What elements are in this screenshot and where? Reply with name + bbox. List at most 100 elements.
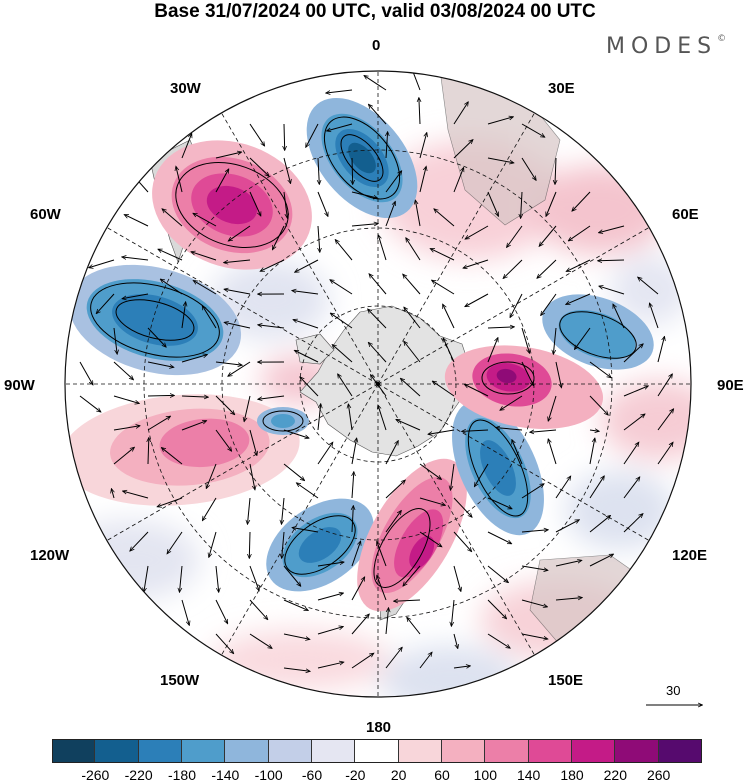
colorbar-segment — [182, 739, 226, 763]
wind-arrow — [403, 565, 421, 586]
wind-arrow — [122, 293, 149, 299]
colorbar-label: 20 — [390, 767, 407, 783]
wind-arrow — [385, 441, 398, 465]
wind-arrow — [158, 249, 183, 261]
wind-arrow — [507, 225, 523, 247]
wind-arrow — [419, 653, 432, 669]
wind-arrow — [555, 560, 581, 567]
wind-arrow — [465, 385, 489, 397]
anomaly-negative-weak — [65, 520, 200, 600]
colorbar-segment — [268, 739, 312, 763]
anomaly-negative-weak — [565, 470, 675, 550]
colorbar-label: 140 — [516, 767, 541, 783]
colorbar — [52, 739, 702, 763]
anomaly-center-positive-90e — [444, 345, 604, 429]
wind-arrow — [181, 302, 186, 329]
wind-arrow — [487, 633, 510, 648]
colorbar-segment — [138, 739, 182, 763]
colorbar-label: -140 — [211, 767, 240, 783]
anomaly-center-positive-100w — [65, 394, 300, 506]
wind-arrow — [650, 303, 659, 329]
wind-arrow — [79, 395, 101, 412]
lon-label-90w: 90W — [4, 377, 35, 394]
anomaly-center-negative-0 — [306, 97, 418, 219]
wind-arrow — [475, 463, 489, 486]
south-pole-marker — [376, 382, 380, 386]
wind-arrow — [385, 171, 402, 193]
wind-arrow — [657, 443, 673, 465]
lon-label-30w: 30W — [170, 80, 201, 97]
lon-label-60e: 60E — [672, 206, 699, 223]
wind-arrow — [462, 430, 489, 431]
wind-arrow — [546, 191, 557, 216]
wind-arrow — [521, 633, 548, 639]
wind-arrow — [147, 361, 174, 367]
wind-arrow — [224, 259, 251, 263]
map-title: Base 31/07/2024 00 UTC, valid 03/08/2024… — [154, 1, 596, 22]
colorbar-label: 180 — [560, 767, 584, 783]
wind-vector-field — [79, 71, 673, 672]
colorbar-segment — [615, 739, 659, 763]
wind-arrow — [451, 599, 455, 626]
meridian-line — [217, 383, 379, 662]
wind-arrow — [548, 395, 557, 421]
wind-arrow — [396, 420, 421, 431]
wind-arrow — [244, 395, 251, 421]
wind-arrow — [191, 252, 217, 261]
meridian-line — [100, 383, 379, 545]
wind-arrow — [503, 259, 523, 278]
wind-arrow — [487, 327, 514, 328]
wind-arrow — [352, 157, 353, 184]
wind-arrow — [378, 405, 387, 431]
anomaly-center-negative-120e — [452, 400, 544, 536]
wind-arrow — [599, 225, 625, 233]
wind-arrow — [273, 225, 285, 249]
wind-arrow — [453, 168, 464, 193]
wind-arrow — [292, 528, 319, 533]
meridian-line — [377, 106, 539, 385]
wind-arrow — [130, 531, 149, 551]
lon-label-180: 180 — [366, 719, 392, 736]
wind-arrow — [521, 327, 529, 353]
wind-arrow — [453, 102, 468, 125]
wind-arrow — [193, 213, 217, 227]
colorbar-segment — [355, 739, 399, 763]
wind-arrow — [377, 542, 387, 567]
wind-arrow — [589, 476, 604, 499]
wind-arrow — [378, 235, 387, 261]
colorbar-label: -20 — [345, 767, 366, 783]
wind-arrow — [158, 497, 183, 507]
wind-arrow — [318, 157, 319, 184]
wind-arrow — [125, 215, 149, 227]
colorbar-label: -100 — [254, 767, 283, 783]
antarctic-peninsula — [295, 333, 335, 365]
wind-arrow — [295, 259, 319, 272]
wind-arrow — [113, 327, 117, 354]
wind-arrow — [401, 379, 421, 397]
wind-arrow — [419, 167, 426, 193]
wind-arrow — [521, 530, 548, 533]
wind-arrow — [215, 633, 233, 653]
wind-arrow — [368, 309, 387, 329]
wind-arrow — [283, 565, 301, 586]
wind-arrow — [453, 565, 461, 591]
wind-arrow — [261, 259, 285, 271]
colorbar-label: -220 — [124, 767, 153, 783]
wind-arrow — [297, 483, 319, 499]
wind-arrow — [258, 325, 285, 329]
meridian-line — [217, 106, 379, 385]
wind-arrow — [500, 395, 523, 410]
colorbar-segment — [398, 739, 442, 763]
wind-arrow — [225, 322, 251, 329]
anomaly-center-negative-70w — [68, 264, 242, 376]
wind-arrow — [147, 416, 170, 431]
wind-arrow — [113, 448, 134, 465]
wind-arrow — [433, 381, 455, 397]
wind-arrow — [326, 89, 353, 93]
wind-arrow — [181, 599, 189, 625]
wind-arrow — [569, 225, 591, 241]
wind-arrow — [487, 531, 511, 544]
wind-arrow — [283, 463, 304, 480]
wind-arrow — [336, 240, 353, 261]
lon-label-0: 0 — [372, 37, 381, 54]
